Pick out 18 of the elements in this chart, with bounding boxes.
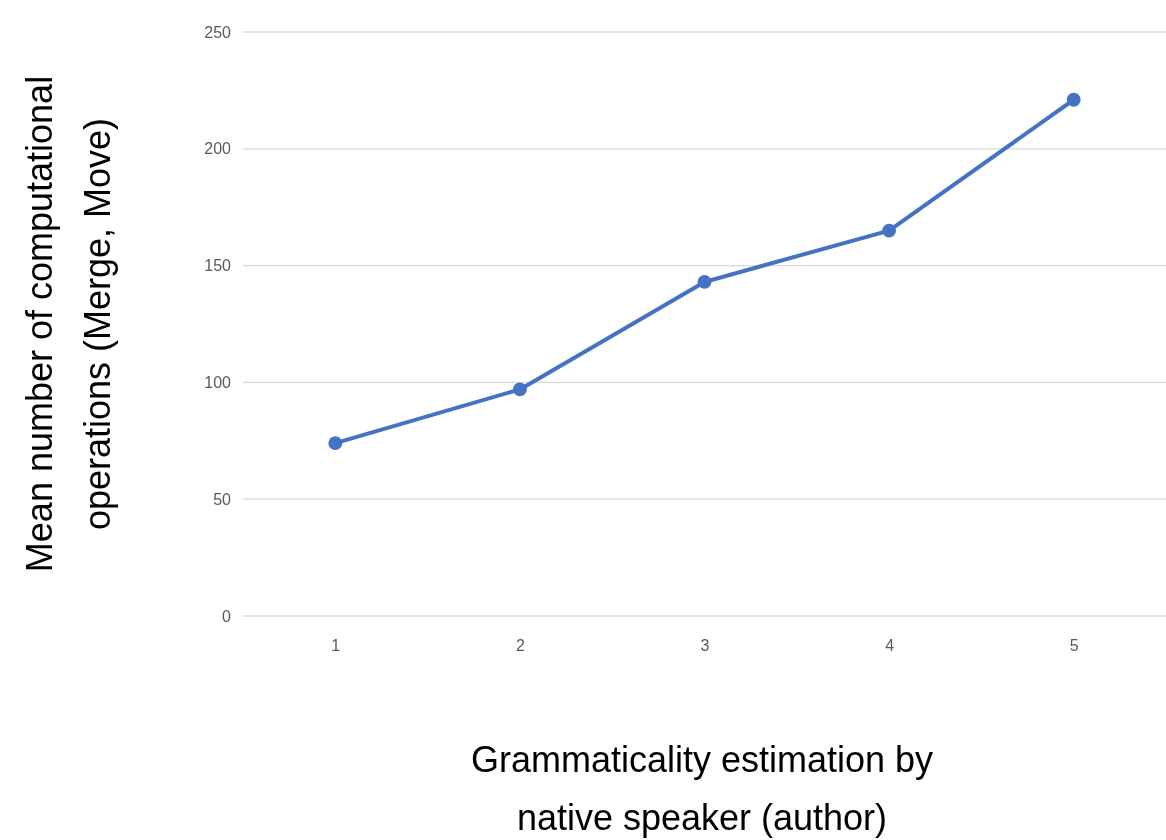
point: [882, 223, 897, 238]
y-tick-label: 200: [204, 140, 232, 158]
y-axis-title: Mean number of computational operations (Merge, Move): [19, 75, 118, 573]
y-tick-label: 100: [204, 374, 232, 392]
x-tick-label: 1: [331, 637, 341, 655]
y-tick-label: 50: [213, 490, 232, 508]
x-axis-title: Grammaticality estimation by native speaker (author): [470, 739, 934, 838]
x-tick-label: 4: [885, 637, 895, 655]
point: [512, 382, 527, 397]
x-tick-label: 5: [1069, 637, 1079, 655]
x-tick-label: 2: [515, 637, 525, 655]
x-tick-label: 3: [700, 637, 710, 655]
y-tick-label: 150: [204, 257, 232, 275]
y-tick-label: 250: [204, 23, 232, 41]
point: [697, 275, 712, 289]
point: [328, 436, 343, 451]
y-tick-label: 0: [222, 607, 232, 625]
point: [1066, 92, 1081, 107]
